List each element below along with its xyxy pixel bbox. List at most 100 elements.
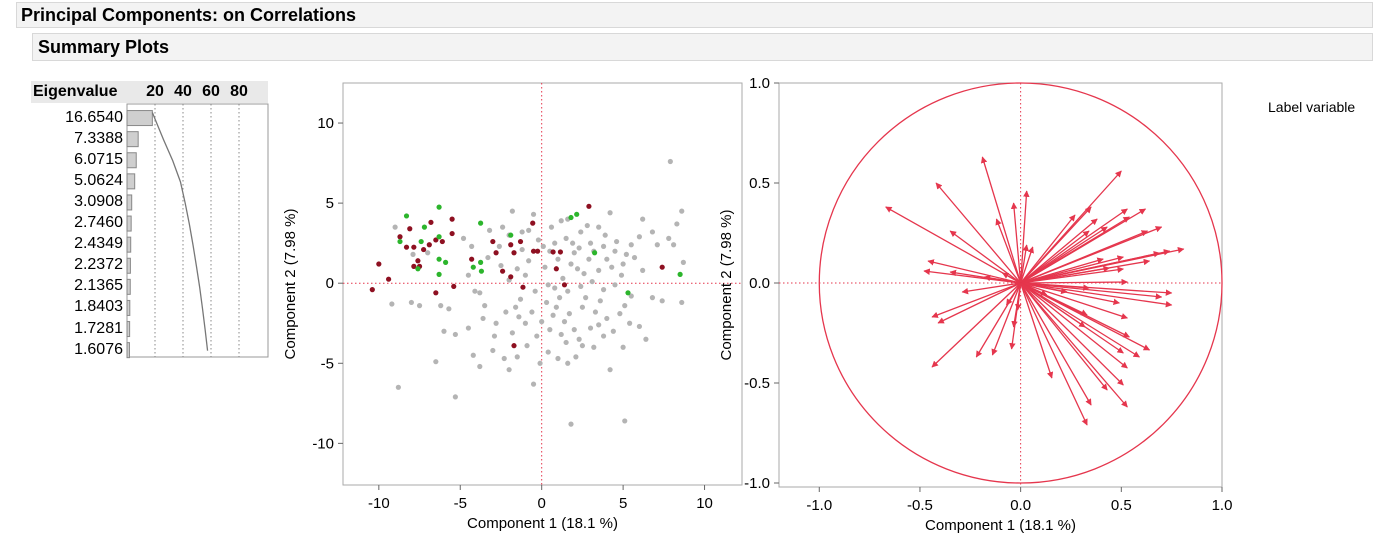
loading-arrow [961, 282, 1021, 295]
score-point-gray [640, 267, 646, 273]
score-point-red [376, 261, 382, 267]
loading-arrow [1020, 282, 1068, 295]
eigenvalue-bar [126, 131, 139, 148]
score-point-gray [622, 303, 628, 309]
score-point-gray [628, 293, 634, 299]
score-point-gray [576, 336, 582, 342]
score-point-gray [498, 262, 504, 269]
score-point-red [530, 248, 537, 254]
x-tick-label: 0.0 [1010, 497, 1031, 514]
eigen-axis-tick: 60 [202, 83, 220, 100]
score-point-green [478, 259, 484, 265]
score-point-gray [433, 359, 439, 365]
eigenvalue-bar [126, 152, 137, 169]
loading-arrow [1020, 282, 1124, 354]
score-point-green [478, 220, 484, 226]
score-point-red [561, 282, 568, 288]
x-axis-label: Component 1 (18.1 %) [467, 515, 618, 532]
eigenvalue-value: 1.6076 [74, 340, 123, 358]
score-point-gray [584, 222, 590, 229]
score-point-gray [491, 333, 498, 339]
loading-arrow [1019, 244, 1029, 284]
eigenvalue-bar [126, 110, 153, 127]
score-point-gray [526, 227, 532, 233]
score-point-red [403, 244, 410, 250]
y-tick-label: 10 [317, 115, 334, 132]
score-point-gray [674, 221, 680, 227]
loading-arrow [1010, 202, 1022, 284]
score-point-gray [392, 224, 398, 230]
score-point-red [397, 234, 403, 240]
eigenvalue-bar [126, 236, 132, 253]
y-tick-label: 5 [326, 195, 334, 212]
report-title: Principal Components: on Correlations [21, 5, 357, 25]
y-tick-label: 0.5 [749, 175, 770, 192]
score-point-gray [501, 355, 507, 362]
report-title-outline[interactable]: Principal Components: on Correlations [16, 2, 1373, 28]
score-point-gray [537, 360, 543, 366]
score-point-gray [560, 275, 566, 281]
x-tick-label: 0 [538, 495, 546, 512]
score-point-gray [574, 266, 581, 272]
score-point-gray [640, 216, 646, 222]
score-point-gray [679, 208, 685, 214]
score-point-red [433, 290, 439, 296]
score-point-gray [522, 320, 529, 326]
score-point-gray [591, 344, 597, 350]
score-point-gray [472, 288, 478, 294]
score-point-gray [529, 309, 535, 315]
loading-arrow [1020, 251, 1161, 284]
y-tick-label: 0 [326, 275, 334, 292]
score-point-gray [530, 211, 537, 217]
score-point-gray [493, 320, 499, 326]
score-point-gray [395, 384, 401, 390]
score-point-gray [573, 354, 579, 360]
score-point-gray [452, 331, 458, 338]
eigen-plot-frame [126, 103, 269, 358]
score-point-red [421, 246, 427, 253]
score-point-gray [587, 325, 594, 331]
score-point-red [553, 266, 559, 272]
score-point-green [677, 271, 683, 277]
score-point-red [411, 263, 417, 269]
loading-plot-frame [778, 82, 1223, 488]
score-point-gray [482, 303, 488, 309]
loading-arrow [1020, 218, 1098, 284]
score-point-gray [654, 242, 660, 248]
unit-circle [818, 82, 1223, 484]
score-point-gray [545, 349, 551, 355]
x-tick-label: -5 [454, 495, 467, 512]
score-point-gray [542, 264, 548, 270]
score-point-gray [604, 256, 610, 262]
score-point-gray [555, 355, 561, 362]
score-point-red [517, 238, 524, 245]
y-axis-label: Component 2 (7.98 %) [718, 210, 735, 361]
loading-arrow [1020, 230, 1149, 284]
summary-plots-outline[interactable]: Summary Plots [32, 33, 1373, 61]
label-variables-text[interactable]: Label variable [1268, 99, 1356, 115]
score-point-gray [620, 344, 626, 350]
score-point-gray [610, 328, 616, 334]
score-point-green [418, 238, 424, 245]
x-tick-label: -10 [368, 495, 390, 512]
eigenvalue-bar [126, 173, 136, 190]
eigenvalue-bar [126, 342, 130, 359]
score-point-gray [571, 327, 577, 333]
score-point-red [407, 226, 413, 232]
score-point-red [451, 283, 457, 290]
score-point-gray [477, 290, 483, 296]
y-tick-label: -1.0 [744, 475, 770, 492]
score-point-red [550, 249, 556, 255]
score-point-gray [519, 229, 525, 235]
score-point-gray [586, 256, 592, 262]
loading-arrow [1020, 282, 1140, 358]
score-point-gray [565, 360, 571, 366]
score-point-gray [607, 367, 613, 373]
loading-arrow [1020, 246, 1034, 284]
score-point-gray [596, 224, 602, 230]
x-tick-label: 1.0 [1212, 497, 1233, 514]
score-point-gray [539, 319, 545, 325]
score-point-green [436, 204, 442, 210]
score-point-gray [600, 333, 607, 339]
y-tick-label: -5 [321, 355, 334, 372]
